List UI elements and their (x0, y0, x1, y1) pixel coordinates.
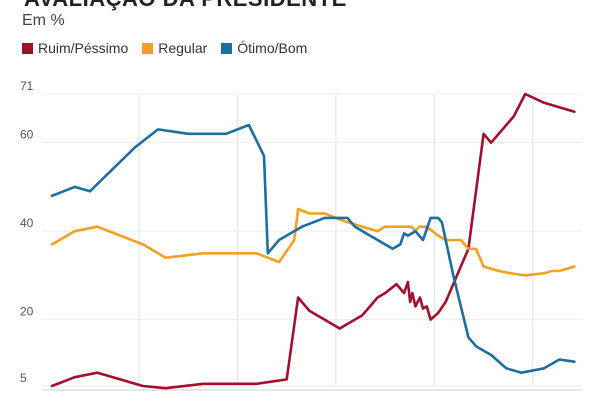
series-line-ruim-pessimo (50, 92, 576, 390)
chart-series (50, 92, 576, 390)
legend-swatch-otimo-bom (221, 42, 233, 54)
y-tick-label: 60 (20, 128, 34, 142)
legend-swatch-ruim-pessimo (22, 42, 33, 54)
legend-label-otimo-bom: Ótimo/Bom (237, 40, 308, 56)
chart-legend: Ruim/Péssimo Regular Ótimo/Bom (22, 40, 307, 56)
legend-item-ruim-pessimo: Ruim/Péssimo (22, 40, 128, 56)
legend-swatch-regular (142, 42, 154, 54)
y-tick-label: 5 (20, 371, 27, 385)
chart-title: AVALIAÇÃO DA PRESIDENTE (24, 0, 347, 12)
y-tick-label: 20 (20, 305, 34, 319)
chart-axes: 5 20 40 60 71 (20, 79, 582, 391)
legend-label-regular: Regular (158, 40, 208, 56)
series-line-otimo-bom (50, 123, 576, 375)
chart-subtitle: Em % (22, 12, 65, 29)
y-tick-label: 71 (20, 79, 34, 93)
y-tick-label: 40 (20, 216, 34, 230)
legend-label-ruim-pessimo: Ruim/Péssimo (38, 40, 129, 56)
legend-item-otimo-bom: Ótimo/Bom (221, 40, 307, 56)
series-line-regular (50, 207, 576, 277)
chart-grid (42, 93, 582, 387)
legend-item-regular: Regular (142, 40, 207, 56)
